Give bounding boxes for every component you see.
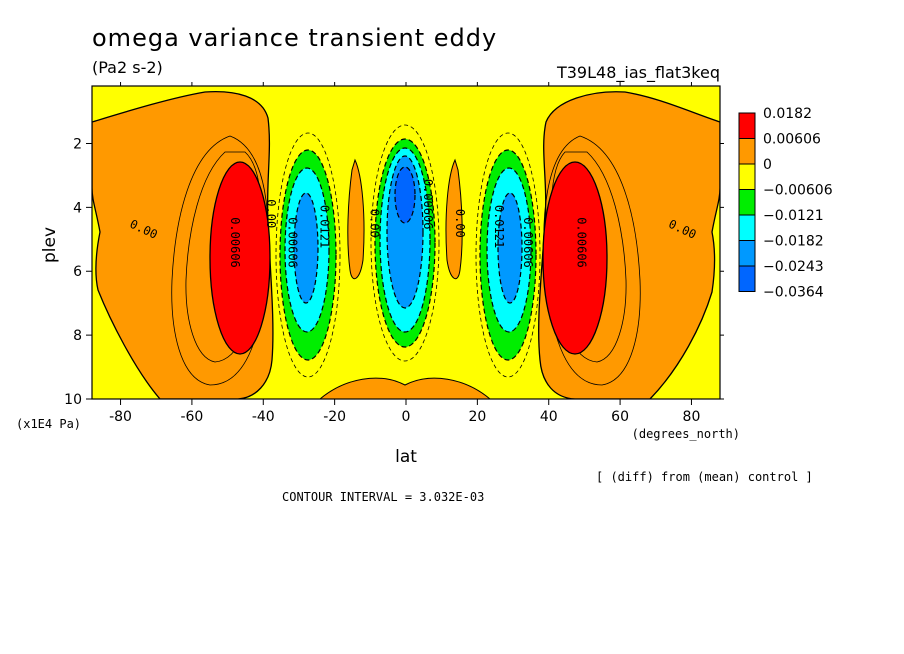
legend-label: −0.00606 bbox=[763, 183, 833, 199]
chart-units: (Pa2 s-2) bbox=[92, 58, 163, 77]
contour-interval: CONTOUR INTERVAL = 3.032E-03 bbox=[282, 490, 484, 504]
legend-label: 0.0182 bbox=[763, 106, 812, 122]
legend-label: −0.0364 bbox=[763, 285, 824, 301]
legend-swatch bbox=[738, 214, 756, 241]
diff-note: [ (diff) from (mean) control ] bbox=[596, 470, 813, 484]
x-tick-label: 80 bbox=[683, 409, 701, 425]
color-legend: 0.0182 0.00606 0 −0.00606 −0.0121 −0.0182 −0.0… bbox=[738, 106, 833, 301]
y-tick-label: 2 bbox=[73, 136, 82, 152]
x-axis-label: lat bbox=[395, 447, 417, 467]
contour-label: 0.0121 bbox=[317, 205, 331, 248]
negative-cell-equator bbox=[370, 124, 440, 362]
x-tick-label: -60 bbox=[180, 409, 203, 425]
x-tick-label: -20 bbox=[323, 409, 346, 425]
contour-label: 0.00606 bbox=[521, 217, 535, 268]
contour-label: 0.0121 bbox=[492, 205, 506, 248]
y-tick-label: 8 bbox=[73, 328, 82, 344]
contour-line bbox=[543, 135, 641, 386]
contour-label: 0.00606 bbox=[228, 217, 242, 268]
x-tick-label: 0 bbox=[402, 409, 411, 425]
contour-label: 0.00606 bbox=[285, 217, 299, 268]
x-tick-label: 20 bbox=[468, 409, 486, 425]
x-tick-label: 40 bbox=[540, 409, 558, 425]
x-axis: -80 -60 -40 -20 0 20 40 60 80 bbox=[109, 82, 700, 425]
y-tick-label: 10 bbox=[64, 392, 82, 408]
x-tick-label: -80 bbox=[109, 409, 132, 425]
y-axis-label: plev bbox=[40, 227, 60, 263]
contour-label: 0.00606 bbox=[421, 179, 435, 230]
negative-cell-south bbox=[275, 132, 341, 378]
negative-cell-north bbox=[475, 132, 541, 378]
contour-label: 0.00606 bbox=[574, 217, 588, 268]
run-name: T39L48_ias_flat3keq bbox=[556, 63, 720, 83]
contour-label: 0.00 bbox=[367, 209, 381, 238]
positive-region-equator-left bbox=[347, 158, 365, 280]
contour-label: 0.00 bbox=[264, 199, 278, 228]
legend-swatch bbox=[738, 240, 756, 267]
x-tick-label: -40 bbox=[252, 409, 275, 425]
y-tick-label: 6 bbox=[73, 264, 82, 280]
legend-label: −0.0243 bbox=[763, 259, 824, 275]
y-axis-units: (x1E4 Pa) bbox=[16, 417, 81, 431]
y-axis: 2 4 6 8 10 bbox=[64, 136, 724, 408]
x-tick-label: 60 bbox=[611, 409, 629, 425]
legend-swatch bbox=[738, 138, 756, 165]
max-core-north bbox=[542, 161, 608, 355]
contour-label: 0.00 bbox=[453, 209, 467, 238]
legend-label: 0.00606 bbox=[763, 132, 821, 148]
positive-region-equator-right bbox=[445, 158, 463, 280]
legend-swatch bbox=[738, 189, 756, 216]
legend-label: −0.0182 bbox=[763, 234, 824, 250]
x-axis-units: (degrees_north) bbox=[632, 427, 740, 441]
positive-region-bottom bbox=[319, 377, 491, 399]
legend-swatch bbox=[738, 112, 756, 139]
legend-swatch bbox=[738, 265, 756, 292]
legend-label: 0 bbox=[763, 157, 772, 173]
contour-field: 0.00 0.00606 0.00 0.00606 0.0121 0.00 0.00606 0… bbox=[92, 86, 720, 399]
max-core-south bbox=[209, 161, 271, 355]
legend-label: −0.0121 bbox=[763, 208, 824, 224]
legend-swatch bbox=[738, 163, 756, 190]
chart-title: omega variance transient eddy bbox=[92, 24, 497, 52]
y-tick-label: 4 bbox=[73, 200, 82, 216]
